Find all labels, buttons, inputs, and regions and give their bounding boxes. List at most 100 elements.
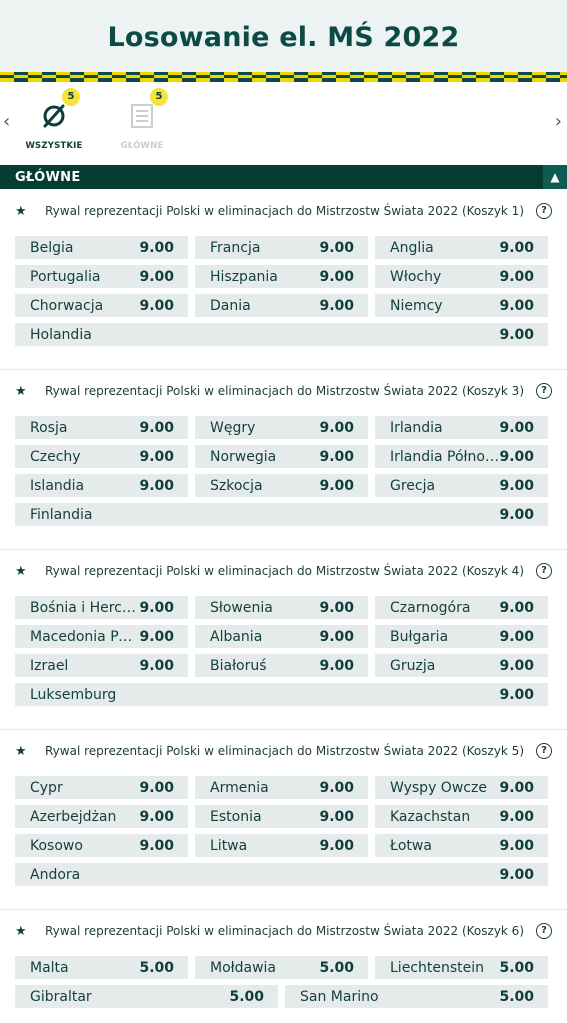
odds-button[interactable]: Chorwacja 9.00 [15,294,188,317]
team-name: Hiszpania [210,268,278,285]
help-icon[interactable]: ? [536,203,552,219]
odds-button[interactable]: Izrael 9.00 [15,654,188,677]
odds-button[interactable]: Azerbejdżan 9.00 [15,805,188,828]
team-name: Albania [210,628,263,645]
odds-button[interactable]: Wyspy Owcze 9.00 [375,776,548,799]
chevron-right-icon[interactable]: › [554,111,562,132]
odds-button[interactable]: Hiszpania 9.00 [195,265,368,288]
odds-value: 9.00 [319,477,354,494]
odds-button[interactable]: Irlandia Północna 9.00 [375,445,548,468]
team-name: Islandia [30,477,85,494]
odds-button[interactable]: Szkocja 9.00 [195,474,368,497]
odds-value: 9.00 [319,628,354,645]
odds-button[interactable]: Mołdawia 5.00 [195,956,368,979]
team-name: Cypr [30,779,63,796]
help-icon[interactable]: ? [536,923,552,939]
odds-button[interactable]: Dania 9.00 [195,294,368,317]
odds-button[interactable]: Kosowo 9.00 [15,834,188,857]
odds-value: 9.00 [499,657,534,674]
odds-value: 5.00 [139,959,174,976]
odds-value: 9.00 [499,448,534,465]
chevron-left-icon[interactable]: ‹ [3,111,11,132]
odds-button[interactable]: Albania 9.00 [195,625,368,648]
odds-button[interactable]: Andora 9.00 [15,863,548,886]
odds-value: 9.00 [139,297,174,314]
odds-value: 9.00 [139,657,174,674]
odds-button[interactable]: Bośnia i Hercegowina9.00 [15,596,188,619]
team-name: Kazachstan [390,808,471,825]
tab-count-badge: 5 [62,88,80,106]
odds-value: 9.00 [139,808,174,825]
market: ★ Rywal reprezentacji Polski w eliminacja… [0,550,567,730]
odds-button[interactable]: Islandia 9.00 [15,474,188,497]
star-icon[interactable]: ★ [15,923,27,939]
star-icon[interactable]: ★ [15,743,27,759]
odds-button[interactable]: Czarnogóra 9.00 [375,596,548,619]
odds-button[interactable]: Bułgaria 9.00 [375,625,548,648]
odds-button[interactable]: Liechtenstein 5.00 [375,956,548,979]
team-name: Słowenia [210,599,273,616]
team-name: Anglia [390,239,434,256]
team-name: Litwa [210,837,248,854]
odds-value: 9.00 [319,808,354,825]
odds-button[interactable]: Włochy 9.00 [375,265,548,288]
odds-button[interactable]: Grecja 9.00 [375,474,548,497]
odds-button[interactable]: Finlandia 9.00 [15,503,548,526]
odds-button[interactable]: Portugalia 9.00 [15,265,188,288]
team-name: Białoruś [210,657,267,674]
help-icon[interactable]: ? [536,563,552,579]
tab-glowne[interactable]: 5 GŁÓWNE [102,88,182,151]
star-icon[interactable]: ★ [15,383,27,399]
chevron-up-icon[interactable]: ▲ [543,165,567,189]
odds-button[interactable]: San Marino 5.00 [285,985,548,1008]
team-name: Liechtenstein [390,959,485,976]
odds-button[interactable]: Belgia 9.00 [15,236,188,259]
star-icon[interactable]: ★ [15,563,27,579]
market-title: Rywal reprezentacji Polski w eliminacjac… [45,384,524,398]
odds-button[interactable]: Armenia 9.00 [195,776,368,799]
odds-value: 5.00 [499,959,534,976]
odds-button[interactable]: Białoruś 9.00 [195,654,368,677]
odds-button[interactable]: Holandia 9.00 [15,323,548,346]
market-header: ★ Rywal reprezentacji Polski w eliminacja… [15,561,552,581]
odds-button[interactable]: Słowenia 9.00 [195,596,368,619]
tab-label: GŁÓWNE [120,141,164,151]
odds-button[interactable]: Malta 5.00 [15,956,188,979]
market-title: Rywal reprezentacji Polski w eliminacjac… [45,924,524,938]
odds-value: 9.00 [499,866,534,883]
odds-button[interactable]: Norwegia 9.00 [195,445,368,468]
odds-button[interactable]: Estonia 9.00 [195,805,368,828]
team-name: Francja [210,239,261,256]
help-icon[interactable]: ? [536,383,552,399]
team-name: Węgry [210,419,256,436]
tab-wszystkie[interactable]: 5 WSZYSTKIE [14,88,94,151]
odds-button[interactable]: Czechy 9.00 [15,445,188,468]
odds-button[interactable]: Niemcy 9.00 [375,294,548,317]
market-header: ★ Rywal reprezentacji Polski w eliminacja… [15,741,552,761]
odds-button[interactable]: Gruzja 9.00 [375,654,548,677]
odds-button[interactable]: Litwa 9.00 [195,834,368,857]
odds-button[interactable]: Luksemburg 9.00 [15,683,548,706]
odds-button[interactable]: Rosja 9.00 [15,416,188,439]
odds-button[interactable]: Anglia 9.00 [375,236,548,259]
team-name: Kosowo [30,837,83,854]
help-icon[interactable]: ? [536,743,552,759]
odds-button[interactable]: Gibraltar 5.00 [15,985,278,1008]
market-title: Rywal reprezentacji Polski w eliminacjac… [45,564,524,578]
odds-button[interactable]: Irlandia 9.00 [375,416,548,439]
list-icon [131,104,153,128]
odds-value: 9.00 [499,239,534,256]
team-name: Mołdawia [210,959,277,976]
odds-button[interactable]: Cypr 9.00 [15,776,188,799]
team-name: San Marino [300,988,379,1005]
team-name: Luksemburg [30,686,117,703]
odds-button[interactable]: Kazachstan 9.00 [375,805,548,828]
odds-button[interactable]: Węgry 9.00 [195,416,368,439]
star-icon[interactable]: ★ [15,203,27,219]
odds-value: 9.00 [139,837,174,854]
odds-button[interactable]: Łotwa 9.00 [375,834,548,857]
team-name: Grecja [390,477,436,494]
odds-button[interactable]: Francja 9.00 [195,236,368,259]
no-filter-icon [43,104,65,128]
